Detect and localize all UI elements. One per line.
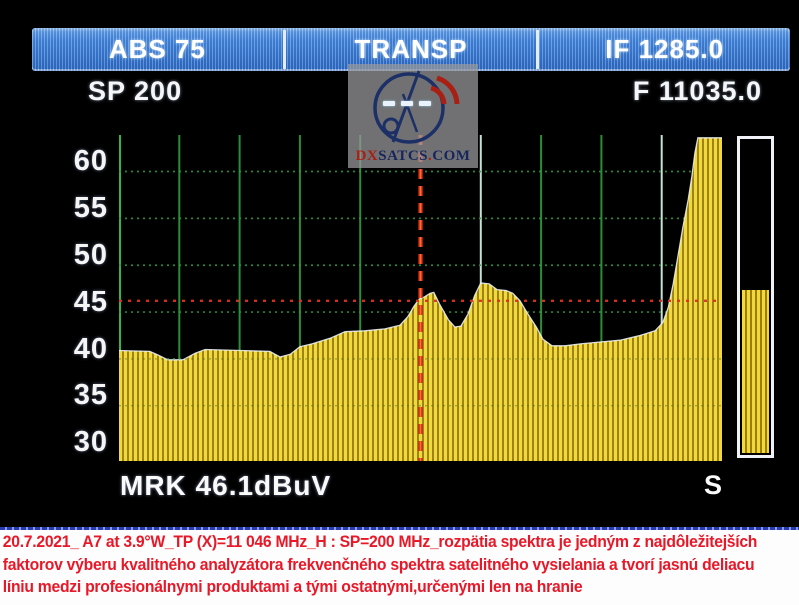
status-transponder-label: TRANSP	[354, 34, 468, 64]
spectrum-plot	[119, 135, 722, 461]
status-if-label: IF 1285.0	[605, 34, 725, 64]
signal-indicator: S	[704, 470, 723, 500]
caption-line-2: faktorov výberu kvalitného analyzátora f…	[2, 554, 755, 574]
signal-level-fill	[742, 289, 769, 453]
y-axis-label: 40	[73, 332, 108, 365]
marker-dashes-icon	[383, 93, 437, 111]
y-axis-label: 45	[73, 285, 108, 318]
status-abs: ABS 75	[32, 28, 283, 71]
status-if-frequency: IF 1285.0	[539, 28, 790, 71]
status-bar-divider	[536, 30, 540, 69]
caption-bar: 20.7.2021_ A7 at 3.9°W_TP (X)=11 046 MHz…	[0, 527, 799, 605]
watermark-dx: DX	[355, 148, 379, 164]
status-transponder: TRANSP	[286, 28, 537, 71]
y-axis-label: 60	[73, 145, 108, 178]
span-readout: SP 200	[88, 76, 183, 106]
caption-line-1: 20.7.2021_ A7 at 3.9°W_TP (X)=11 046 MHz…	[2, 532, 758, 551]
marker-readout: MRK 46.1dBuV	[120, 470, 332, 501]
watermark-text: DXSATCS.COM	[356, 148, 471, 165]
status-abs-label: ABS 75	[108, 34, 206, 64]
y-axis-label: 55	[73, 192, 108, 224]
watermark-com: COM	[432, 148, 471, 164]
y-axis-label: 35	[73, 379, 108, 412]
caption-line-3: líniu medzi profesionálnymi produktami a…	[2, 577, 583, 596]
watermark: DXSATCS.COM	[348, 64, 478, 168]
caption-top-border	[0, 527, 799, 530]
y-axis-label: 50	[73, 238, 108, 271]
satellite-dish-icon	[373, 70, 460, 144]
caption-text: 20.7.2021_ A7 at 3.9°W_TP (X)=11 046 MHz…	[0, 530, 758, 599]
watermark-dot: .	[428, 148, 433, 164]
status-bar-divider	[282, 30, 286, 69]
frequency-readout: F 11035.0	[632, 76, 762, 106]
watermark-satcs: SATCS	[378, 148, 428, 164]
y-axis-label: 30	[73, 426, 108, 459]
status-bar: ABS 75 TRANSP IF 1285.0	[32, 28, 790, 71]
signal-level-bar	[737, 136, 774, 458]
